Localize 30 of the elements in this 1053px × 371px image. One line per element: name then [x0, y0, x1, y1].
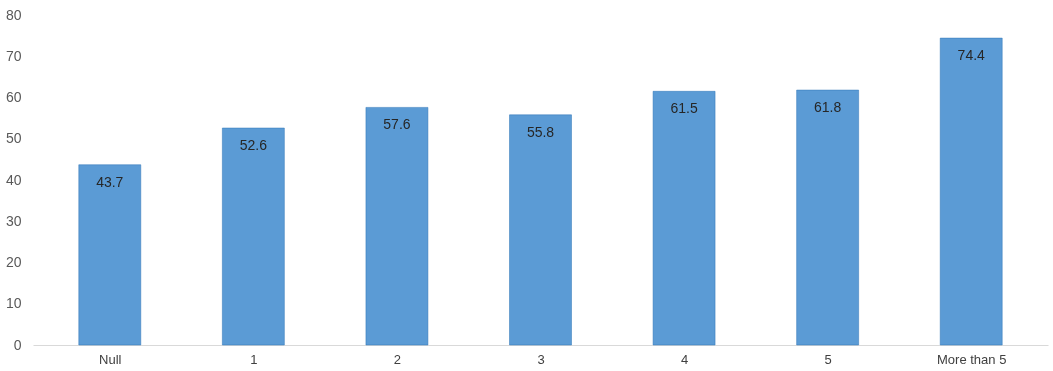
bar: [796, 89, 859, 346]
data-label: 61.5: [670, 100, 698, 117]
data-label: 57.6: [383, 116, 411, 133]
x-tick-label: 4: [680, 351, 689, 367]
data-label: 61.8: [814, 99, 842, 116]
data-label: 74.4: [957, 47, 986, 64]
x-tick-label: Null: [99, 351, 122, 367]
data-label: 52.6: [239, 137, 268, 154]
data-label: 55.8: [526, 123, 555, 140]
y-tick-label: 50: [5, 130, 22, 147]
bar: [509, 114, 572, 346]
bar: [939, 37, 1003, 346]
bar: [365, 107, 429, 346]
y-tick-label: 20: [5, 254, 22, 270]
y-tick-label: 10: [5, 295, 22, 312]
y-tick-label: 30: [5, 212, 22, 229]
x-tick-label: More than 5: [937, 351, 1007, 367]
bar: [652, 91, 716, 346]
y-tick-label: 0: [13, 336, 22, 353]
bar: [222, 127, 285, 346]
bar: [78, 164, 142, 346]
y-tick-label: 70: [5, 47, 22, 64]
data-label: 43.7: [96, 173, 124, 190]
x-tick-label: 3: [537, 351, 545, 367]
y-tick-label: 40: [5, 171, 22, 188]
y-tick-label: 60: [5, 89, 22, 105]
x-tick-label: 2: [393, 351, 402, 367]
y-tick-label: 80: [5, 6, 22, 23]
x-tick-label: 1: [250, 351, 258, 367]
x-tick-label: 5: [824, 351, 832, 367]
